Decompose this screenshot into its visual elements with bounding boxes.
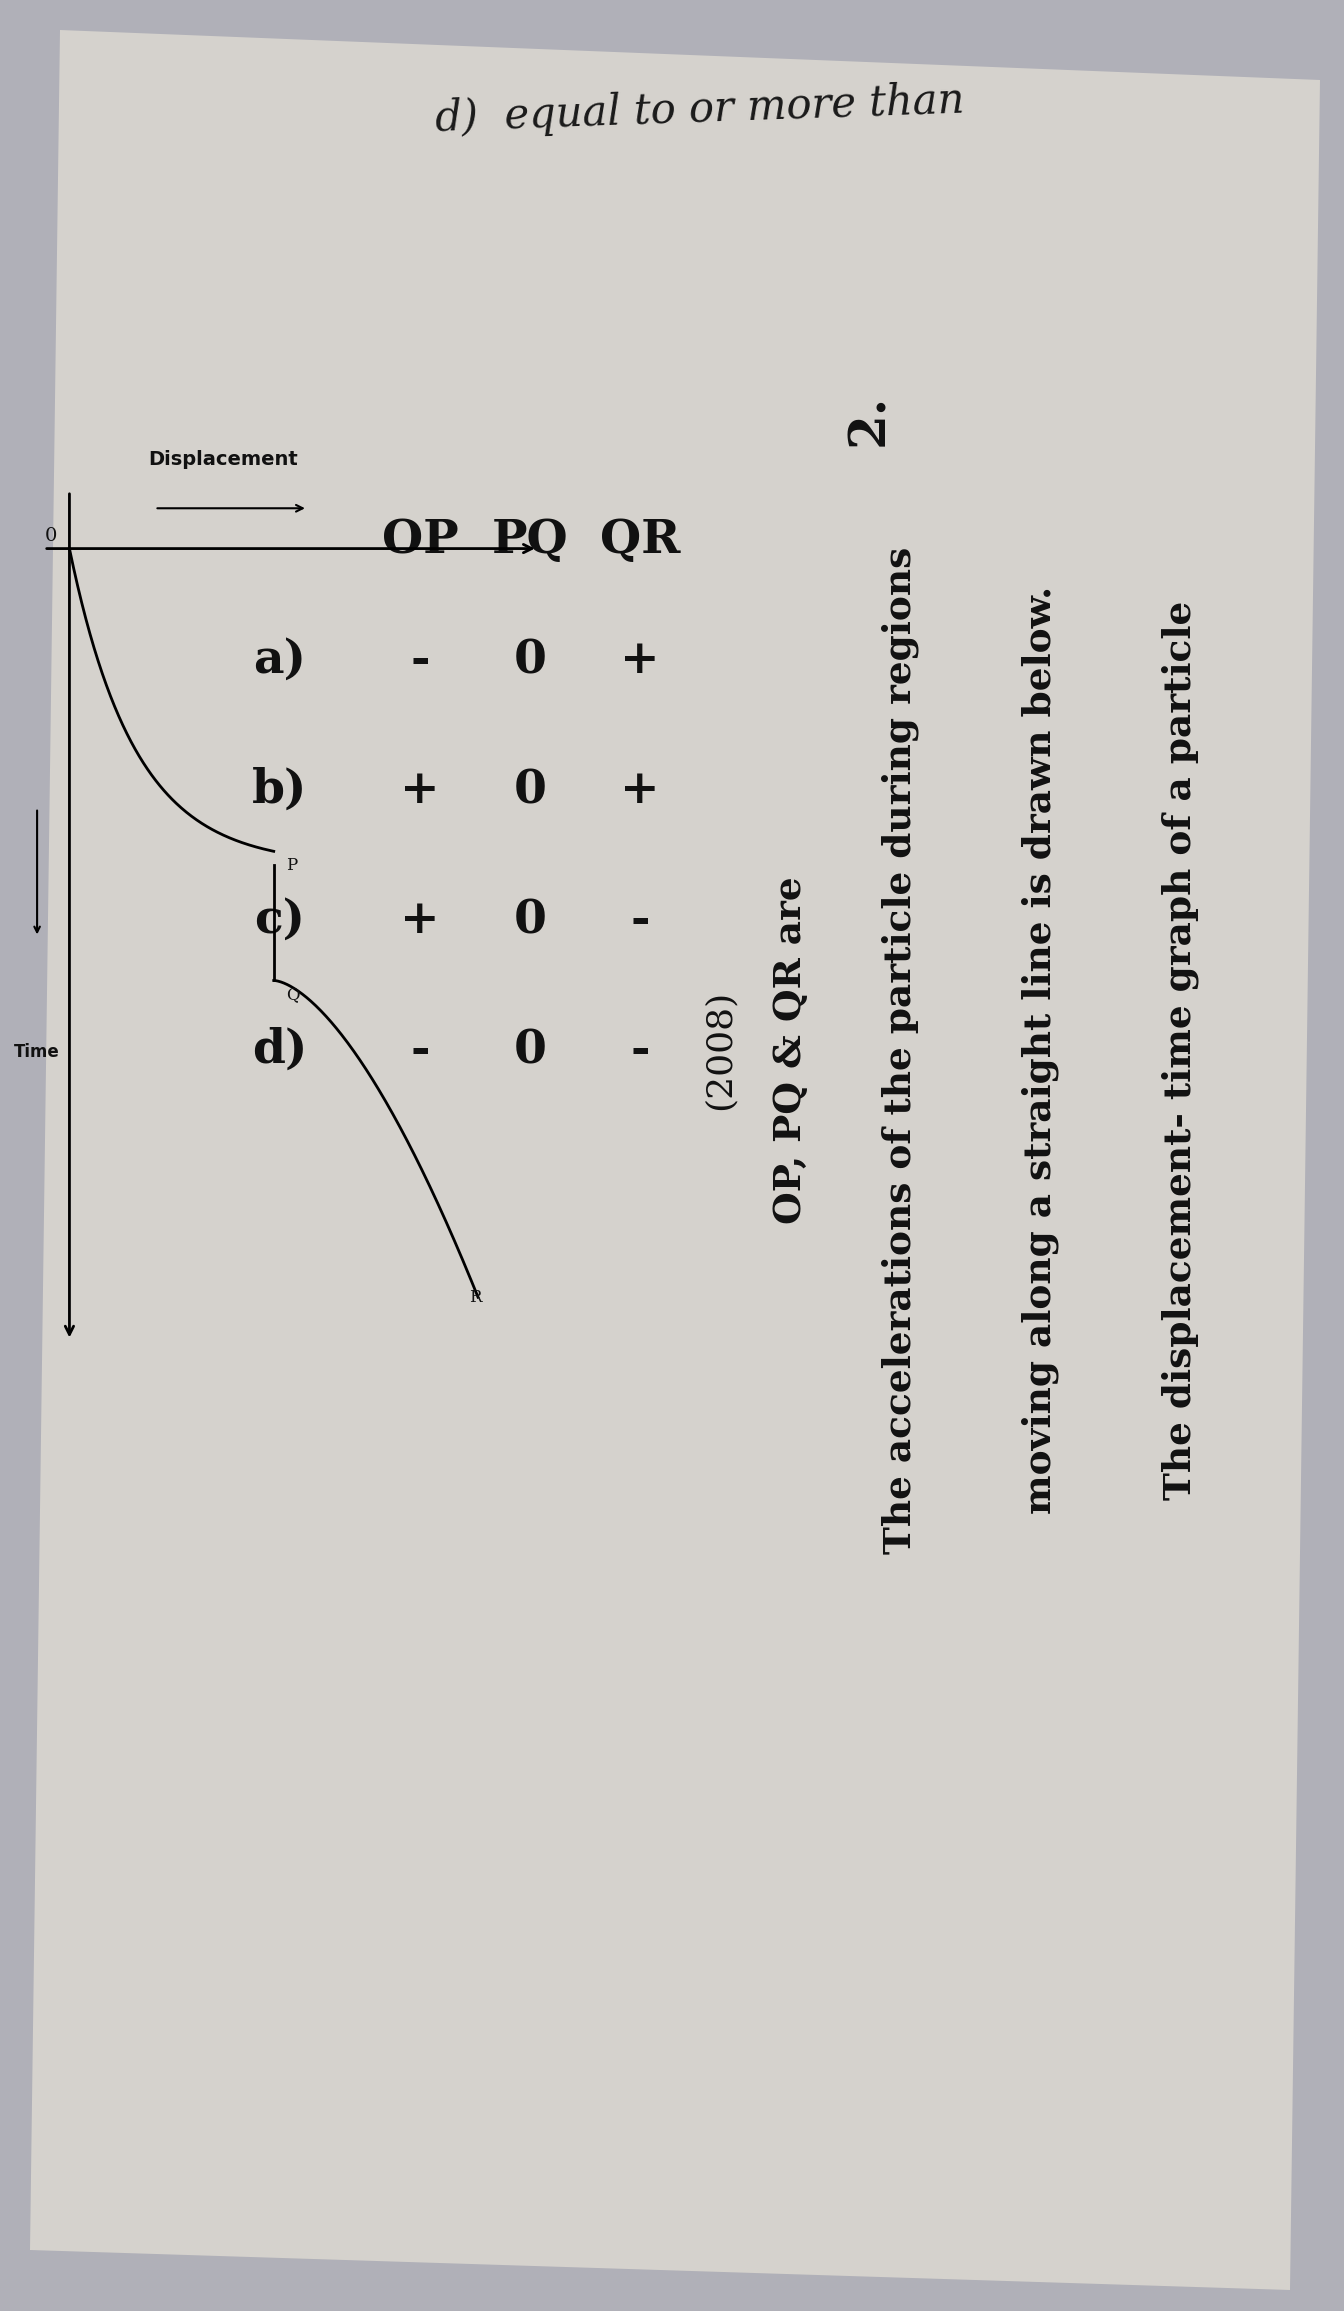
Text: -: -: [410, 1026, 430, 1072]
Text: 0: 0: [513, 767, 547, 813]
Text: The accelerations of the particle during regions: The accelerations of the particle during…: [882, 545, 919, 1553]
Text: P: P: [286, 857, 298, 874]
Text: +: +: [620, 767, 660, 813]
Text: OP: OP: [382, 518, 458, 564]
Text: -: -: [630, 1026, 649, 1072]
Text: (2008): (2008): [703, 989, 737, 1109]
Text: QR: QR: [599, 518, 680, 564]
Text: Displacement: Displacement: [148, 451, 297, 469]
Text: d): d): [253, 1026, 308, 1072]
Text: 0: 0: [44, 527, 56, 545]
Text: PQ: PQ: [492, 518, 569, 564]
Text: +: +: [401, 897, 439, 943]
Text: b): b): [253, 767, 308, 813]
Text: -: -: [630, 897, 649, 943]
Text: 0: 0: [513, 897, 547, 943]
Text: 2.: 2.: [845, 393, 895, 446]
Text: The displacement- time graph of a particle: The displacement- time graph of a partic…: [1161, 601, 1199, 1500]
Text: a): a): [254, 638, 306, 684]
Text: 0: 0: [513, 1026, 547, 1072]
Text: OP, PQ & QR are: OP, PQ & QR are: [771, 876, 809, 1225]
Text: -: -: [410, 638, 430, 684]
Text: Time: Time: [15, 1045, 60, 1061]
Text: moving along a straight line is drawn below.: moving along a straight line is drawn be…: [1021, 587, 1059, 1514]
Text: d)  equal to or more than: d) equal to or more than: [434, 81, 965, 141]
Polygon shape: [30, 30, 1320, 2290]
Text: +: +: [620, 638, 660, 684]
Text: 0: 0: [513, 638, 547, 684]
Text: R: R: [469, 1290, 482, 1306]
Text: +: +: [401, 767, 439, 813]
Text: c): c): [254, 897, 305, 943]
Text: Q: Q: [286, 987, 300, 1003]
